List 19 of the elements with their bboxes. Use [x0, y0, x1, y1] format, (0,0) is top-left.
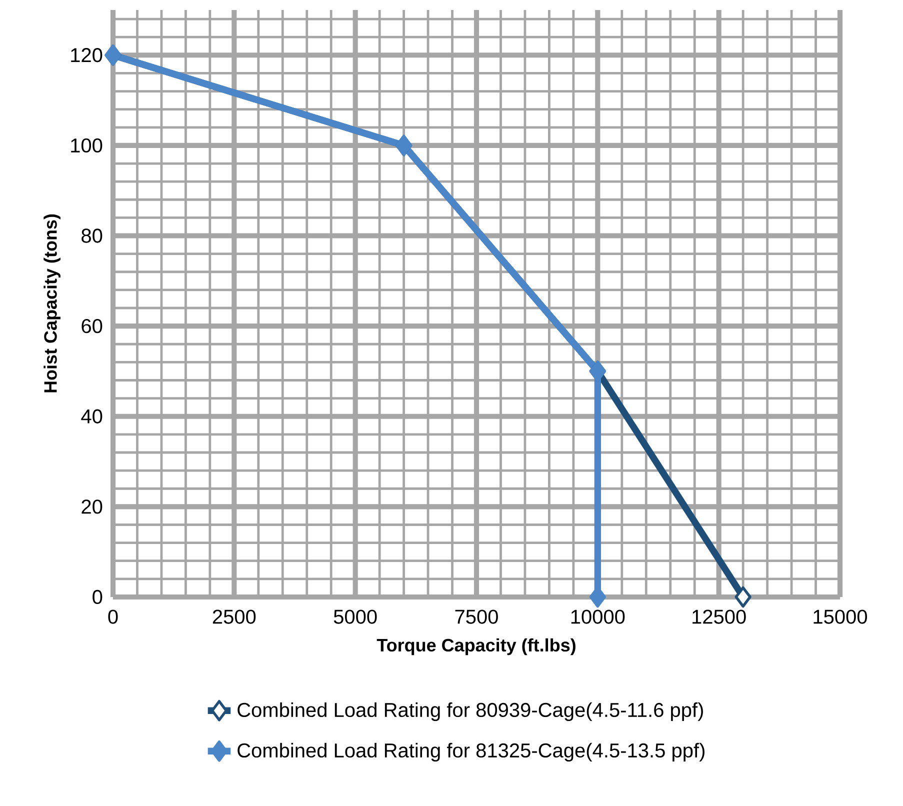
x-tick-label: 10000 — [571, 610, 625, 624]
x-tick-label: 5000 — [334, 610, 377, 624]
point — [734, 586, 752, 608]
legend-label: Combined Load Rating for 80939-Cage(4.5-11.6 ppf) — [238, 702, 703, 722]
x-tick-label: 12500 — [692, 610, 746, 624]
y-axis-title: Hoist Capacity (tons) — [44, 214, 60, 392]
y-tick-label: 40 — [81, 409, 102, 424]
legend-label: Combined Load Rating for 81325-Cage(4.5-13.5 ppf) — [238, 742, 704, 762]
y-tick-label: 80 — [82, 228, 102, 243]
x-tick-label: 0 — [108, 610, 118, 624]
y-tick-label: 20 — [82, 500, 102, 514]
y-tick-label: 100 — [71, 138, 102, 153]
y-tick-label: 120 — [71, 48, 102, 62]
y-tick-label: 0 — [92, 590, 102, 604]
x-axis-title: Torque Capacity (ft.lbs) — [376, 638, 576, 656]
y-tick-label: 60 — [82, 318, 102, 334]
x-tick-label: 2500 — [212, 610, 256, 624]
x-tick-label: 15000 — [814, 610, 868, 624]
x-tick-label: 7500 — [455, 610, 498, 624]
